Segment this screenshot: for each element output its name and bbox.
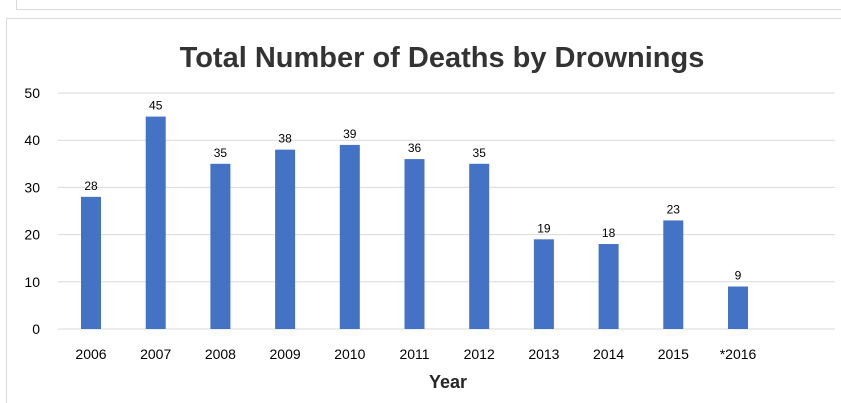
data-label: 38 [278, 132, 292, 146]
bar [469, 163, 490, 329]
x-tick-label: 2007 [140, 346, 171, 362]
bar [339, 144, 360, 329]
y-tick-label: 50 [24, 85, 40, 101]
data-label: 19 [537, 221, 551, 235]
x-tick-label: 2008 [205, 346, 236, 362]
bar [404, 159, 425, 329]
bar [728, 286, 748, 329]
y-axis-ticks: 0 10 20 30 40 50 [24, 85, 40, 337]
y-tick-label: 10 [24, 274, 40, 290]
data-label: 35 [214, 146, 228, 160]
y-tick-label: 40 [24, 132, 40, 148]
x-axis-title: Year [429, 372, 467, 392]
bar [275, 149, 296, 329]
bars [81, 116, 748, 329]
data-labels: 28 45 35 38 39 36 35 19 18 23 9 [84, 99, 741, 283]
data-label: 23 [667, 202, 681, 216]
x-tick-label: 2011 [399, 346, 429, 362]
x-tick-label: 2006 [75, 346, 106, 362]
y-tick-label: 20 [24, 227, 40, 243]
x-tick-label: 2015 [658, 346, 689, 362]
gridlines [58, 92, 835, 330]
chart-title: Total Number of Deaths by Drownings [180, 42, 705, 74]
x-tick-label: *2016 [720, 346, 757, 362]
data-label: 18 [602, 226, 616, 240]
data-label: 39 [343, 127, 357, 141]
data-label: 9 [735, 269, 742, 283]
bar [210, 163, 231, 329]
data-label: 35 [473, 146, 487, 160]
data-label: 36 [408, 141, 422, 155]
y-tick-label: 30 [24, 179, 40, 195]
data-label: 45 [149, 99, 163, 113]
x-tick-label: 2013 [528, 346, 559, 362]
x-axis-ticks: 2006 2007 2008 2009 2010 2011 2012 2013 2014 2015… [75, 346, 756, 362]
x-tick-label: 2009 [270, 346, 301, 362]
bar [145, 116, 166, 329]
y-tick-label: 0 [32, 321, 40, 337]
bar [598, 244, 619, 329]
bar [81, 196, 101, 329]
x-tick-label: 2010 [334, 346, 365, 362]
bar [533, 239, 554, 329]
chart-frame [6, 18, 841, 403]
bar [663, 220, 684, 329]
x-tick-label: 2014 [593, 346, 624, 362]
x-tick-label: 2012 [464, 346, 495, 362]
data-label: 28 [84, 179, 98, 193]
previous-panel-edge [16, 0, 841, 10]
